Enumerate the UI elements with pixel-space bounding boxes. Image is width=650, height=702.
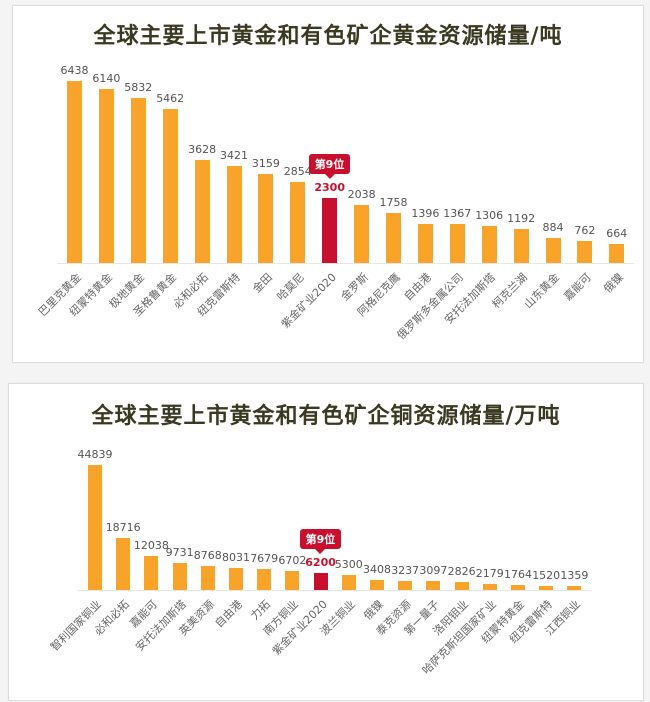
highlighted-bar [313,572,328,590]
bar-value-label: 2826 [447,565,476,579]
bar-value-label: 1520 [532,568,561,582]
bar-value-label: 5300 [334,558,363,572]
bar [290,182,306,263]
bar-value-label: 18716 [105,520,141,534]
bar [577,241,593,263]
bar-value-label: 2854 [283,165,312,179]
bar-value-label: 6702 [278,554,307,568]
bar [481,226,497,263]
bar-value-label: 7679 [250,551,279,565]
gold-chart-plot: 6438 巴里克黄金 6140 纽蒙特黄金 5832 极地黄金 5462 圣格鲁黄金 3628 必… [13,6,643,362]
bar [370,580,384,590]
copper-chart-plot: 44839 智利国家铜业 18716 必和必拓 12038 嘉能可 9731 安托法加斯塔 87… [9,384,643,700]
bar [386,213,401,263]
bar [162,108,178,263]
bar [88,465,102,590]
x-axis-baseline [78,590,592,591]
bar [511,585,525,590]
bar-value-label: 664 [606,227,628,241]
bar-value-label: 1306 [475,209,504,223]
bar [194,160,210,263]
category-label: 嘉能可 [561,270,594,304]
bar-value-label: 1192 [507,212,536,226]
bar-value-label: 1367 [443,207,472,221]
bar-value-label: 3628 [188,143,217,157]
rank-badge: 第9位 [299,528,342,554]
bar [285,571,300,590]
bar [354,205,370,263]
bar [144,556,159,590]
bar-value-label: 762 [574,224,596,238]
bar [172,562,187,590]
bar-value-label: 6200 [305,555,336,569]
bar-value-label: 3159 [251,156,280,170]
bar [116,537,131,590]
bar-value-label: 2038 [347,188,376,202]
bar [226,166,242,263]
bar [398,580,413,590]
gold-chart-title: 全球主要上市黄金和有色矿企黄金资源储量/吨 [93,24,563,49]
bar-value-label: 2179 [475,566,504,580]
rank-badge: 第9位 [308,153,351,179]
bar-value-label: 6140 [92,72,121,86]
bar-value-label: 1396 [411,206,440,220]
bar-value-label: 12038 [133,539,169,553]
bar-value-label: 1764 [504,568,532,582]
copper-reserves-chart-panel: 全球主要上市黄金和有色矿企铜资源储量/万吨 44839 智利国家铜业 18716 必和… [8,383,644,701]
bar-value-label: 8768 [193,548,222,562]
bar [200,565,215,590]
gold-reserves-chart-panel: 全球主要上市黄金和有色矿企黄金资源储量/吨 6438 巴里克黄金 6140 纽蒙特黄金… [12,5,644,363]
bar [567,586,582,590]
bar [609,244,625,263]
bar-value-label: 44839 [77,448,113,461]
bar-value-label: 3408 [363,563,391,577]
bar [98,89,114,263]
highlighted-bar [322,197,338,263]
bar-value-label: 6438 [60,64,89,77]
bar [417,223,433,263]
bar-value-label: 5462 [156,91,185,105]
bar-value-label: 8031 [222,550,250,564]
bar-value-label: 1758 [379,196,408,210]
bar [513,229,529,263]
category-label: 俄镍 [600,270,626,296]
bar [258,173,274,263]
bar [67,81,82,263]
x-axis-baseline [57,263,635,264]
bar [341,575,356,590]
copper-chart-title: 全球主要上市黄金和有色矿企铜资源储量/万吨 [91,404,561,429]
bar [130,98,146,263]
bar-value-label: 5832 [124,81,153,95]
bar-value-label: 2300 [314,180,345,194]
bar-value-label: 884 [542,221,564,234]
bar-value-label: 9731 [165,545,194,559]
bar-value-label: 3097 [419,564,448,578]
bar [257,568,272,590]
bar [426,581,441,590]
bar [449,224,465,263]
bar-value-label: 3421 [220,149,248,163]
bar [229,567,243,590]
bar-value-label: 3237 [391,563,420,577]
bar [482,583,497,590]
category-label: 自由港 [212,597,245,631]
bar-value-label: 1359 [560,569,589,583]
bar [539,585,554,590]
bar [545,238,561,263]
bar [454,582,469,590]
